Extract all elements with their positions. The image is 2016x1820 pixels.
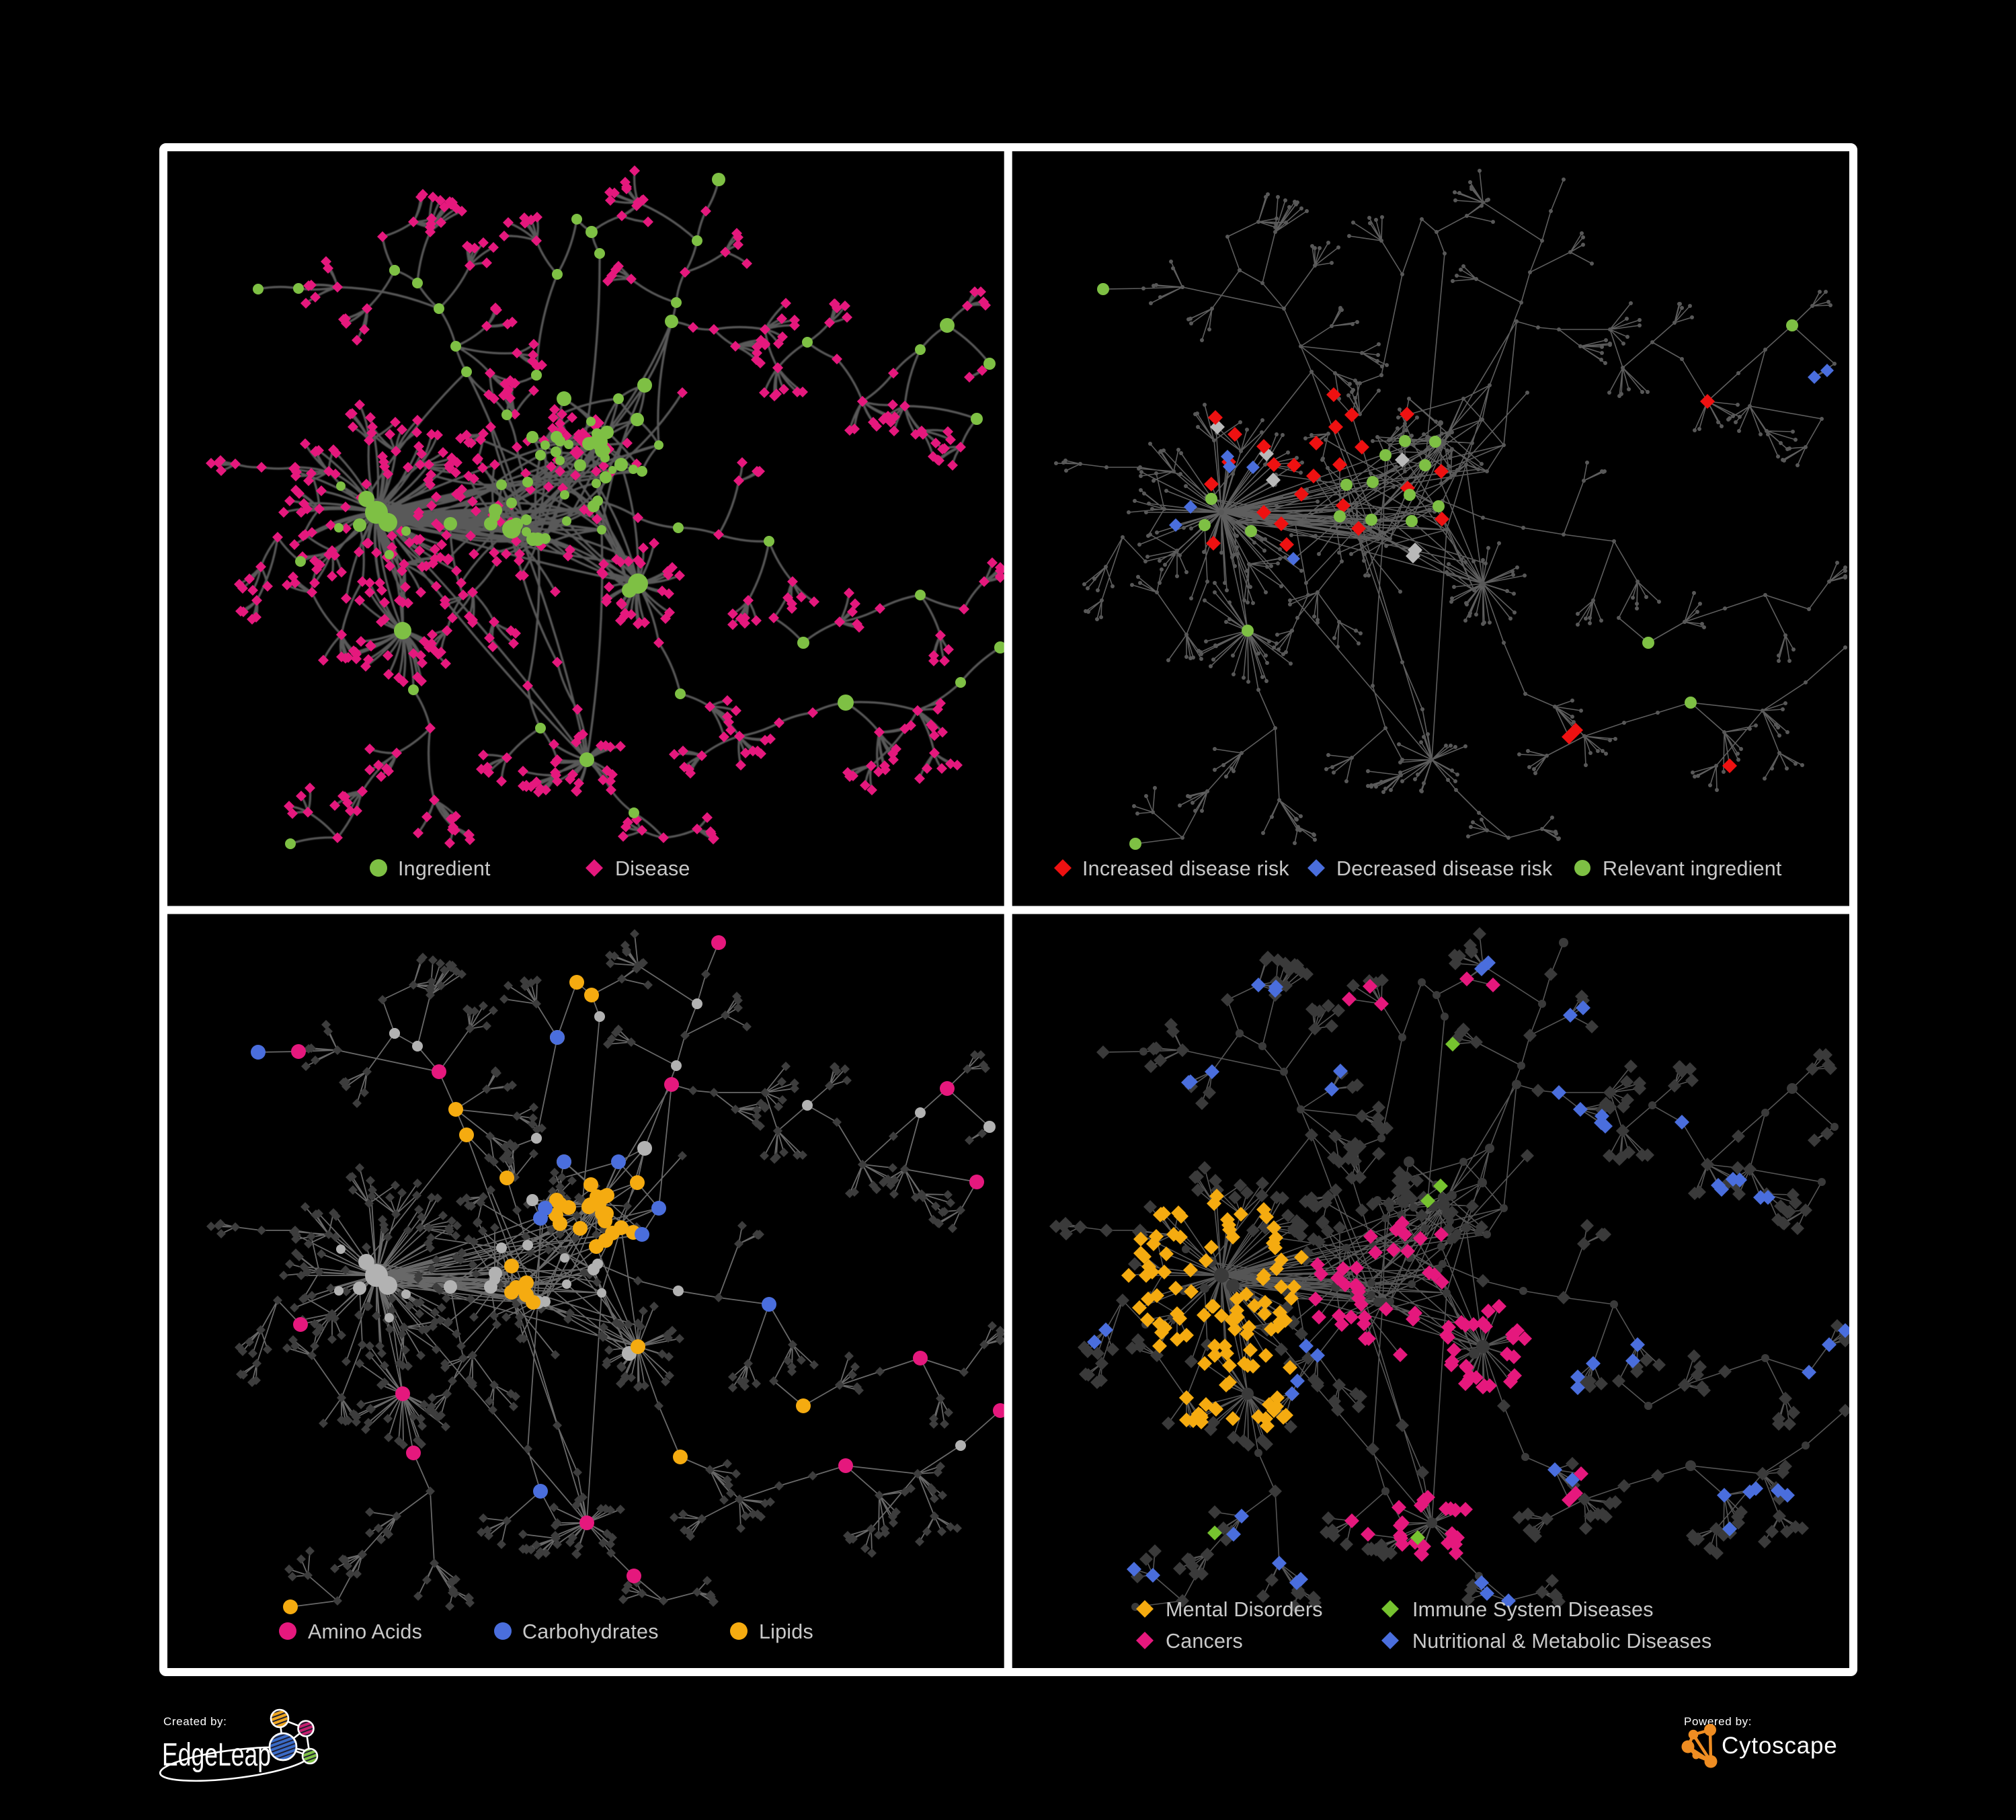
svg-text:Mental Disorders: Mental Disorders (1166, 1598, 1323, 1621)
svg-text:EdgeLeap: EdgeLeap (162, 1737, 271, 1772)
svg-text:Ingredient: Ingredient (398, 857, 491, 880)
svg-text:Immune System Diseases: Immune System Diseases (1412, 1598, 1654, 1621)
svg-text:Cytoscape: Cytoscape (1722, 1733, 1838, 1759)
svg-text:Disease: Disease (615, 857, 690, 880)
svg-text:Amino Acids: Amino Acids (308, 1620, 422, 1643)
svg-text:Created by:: Created by: (163, 1715, 227, 1728)
svg-text:Lipids: Lipids (759, 1620, 813, 1643)
svg-text:Nutritional & Metabolic Diseas: Nutritional & Metabolic Diseases (1412, 1630, 1711, 1653)
svg-text:Cancers: Cancers (1166, 1630, 1243, 1653)
svg-text:Relevant ingredient: Relevant ingredient (1603, 857, 1782, 880)
svg-text:Carbohydrates: Carbohydrates (522, 1620, 659, 1643)
svg-text:Powered by:: Powered by: (1684, 1715, 1752, 1728)
svg-text:Increased disease risk: Increased disease risk (1082, 857, 1289, 880)
svg-text:Decreased disease risk: Decreased disease risk (1336, 857, 1553, 880)
